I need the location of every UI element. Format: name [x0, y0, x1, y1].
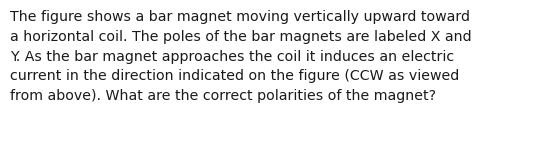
Text: The figure shows a bar magnet moving vertically upward toward
a horizontal coil.: The figure shows a bar magnet moving ver…: [10, 10, 472, 103]
